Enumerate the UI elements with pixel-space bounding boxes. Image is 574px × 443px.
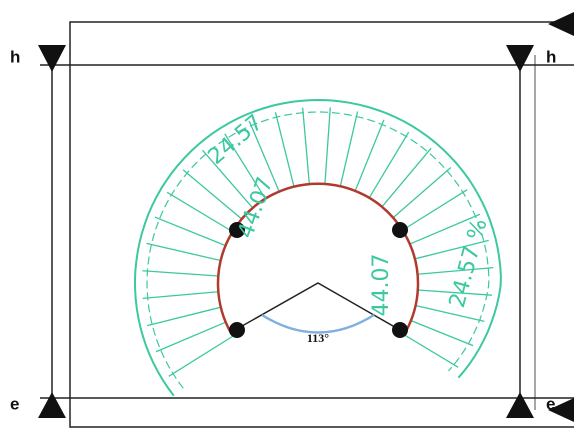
angle-label: 113°: [307, 331, 329, 345]
level-label: e: [546, 394, 555, 413]
level-label: h: [546, 47, 556, 66]
drawing: h h e e 113° 24.57 44.07 44.07 24.57 %: [0, 0, 574, 443]
level-label: e: [10, 394, 19, 413]
level-label: h: [10, 47, 20, 66]
dimension: 44.07: [369, 254, 394, 317]
